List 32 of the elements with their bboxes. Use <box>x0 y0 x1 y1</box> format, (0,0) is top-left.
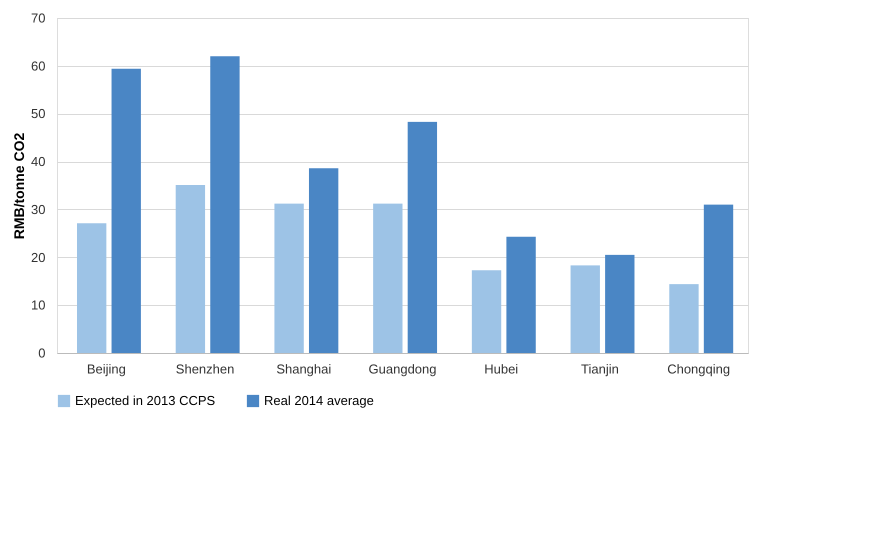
x-tick-label: Chongqing <box>667 362 730 376</box>
bar <box>669 284 699 353</box>
legend-label: Expected in 2013 CCPS <box>75 393 216 408</box>
x-tick-label: Guangdong <box>368 362 436 376</box>
bar <box>704 204 734 353</box>
y-tick-label: 50 <box>31 106 46 122</box>
bar <box>472 270 502 353</box>
y-tick-label: 10 <box>31 298 46 313</box>
bar <box>373 204 402 353</box>
bar <box>274 204 304 353</box>
y-tick-label: 30 <box>31 202 46 217</box>
bar <box>605 254 634 353</box>
y-axis-title: RMB/tonne CO2 <box>11 132 28 240</box>
x-tick-label: Shenzhen <box>176 362 234 376</box>
bar <box>506 236 536 353</box>
y-tick-label: 0 <box>38 346 46 360</box>
y-tick-label: 20 <box>31 250 46 265</box>
y-tick-label: 70 <box>31 10 46 26</box>
bar <box>176 185 206 353</box>
x-tick-label: Beijing <box>86 362 126 376</box>
x-tick-label: Shanghai <box>276 362 332 376</box>
x-tick-label: Tianjin <box>581 362 619 376</box>
x-tick-label: Hubei <box>484 362 518 376</box>
legend-label: Real 2014 average <box>264 393 374 408</box>
bar <box>570 265 600 353</box>
bar <box>76 223 106 353</box>
bar <box>210 56 240 353</box>
y-tick-label: 60 <box>31 58 46 74</box>
bar <box>408 122 438 353</box>
bar <box>112 68 141 353</box>
bar <box>308 168 338 353</box>
y-tick-label: 40 <box>31 154 46 170</box>
